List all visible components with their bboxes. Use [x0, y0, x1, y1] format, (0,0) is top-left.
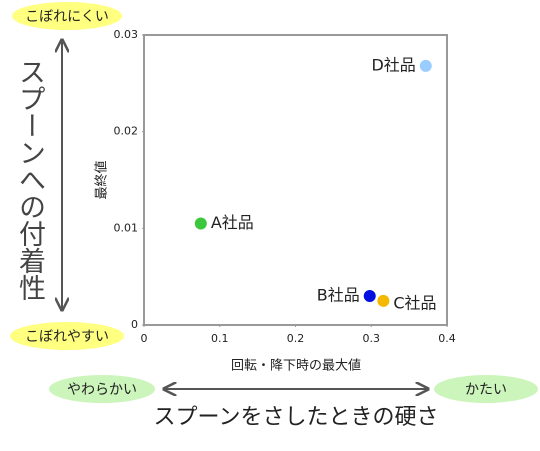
point-label: B社品 — [317, 286, 360, 305]
x-tick-label: 0.4 — [438, 332, 456, 345]
x-tick-label: 0.1 — [211, 332, 229, 345]
point-label: D社品 — [371, 55, 415, 74]
y-tick-label: 0.01 — [114, 221, 139, 234]
point — [363, 290, 376, 302]
annotation: スプーンをさしたときの硬さ — [154, 405, 439, 430]
badge — [434, 375, 538, 403]
y-axis-label: 最終値 — [94, 160, 110, 199]
y-tick-label: 0 — [131, 318, 138, 331]
point — [419, 59, 432, 72]
x-axis-label: 回転・降下時の最大値 — [231, 358, 361, 374]
x-tick-label: 0 — [141, 332, 148, 345]
plot-frame — [143, 34, 448, 326]
y-tick-label: 0.02 — [114, 125, 139, 138]
x-tick-label: 0.3 — [363, 332, 381, 345]
annotation: スプーンへの付着性 — [14, 58, 45, 301]
badge — [10, 322, 124, 350]
annotation: こぼれにくい — [25, 9, 109, 25]
point-label: C社品 — [393, 293, 436, 312]
point-label: A社品 — [211, 213, 254, 232]
point — [194, 217, 207, 230]
y-tick-label: 0.03 — [114, 28, 139, 41]
annotation: こぼれやすい — [25, 329, 109, 345]
badge — [49, 375, 155, 403]
annotation: やわらかい — [67, 382, 137, 398]
badge — [12, 2, 122, 30]
point — [377, 294, 390, 307]
annotation: かたい — [465, 382, 507, 398]
x-tick-label: 0.2 — [287, 332, 305, 345]
